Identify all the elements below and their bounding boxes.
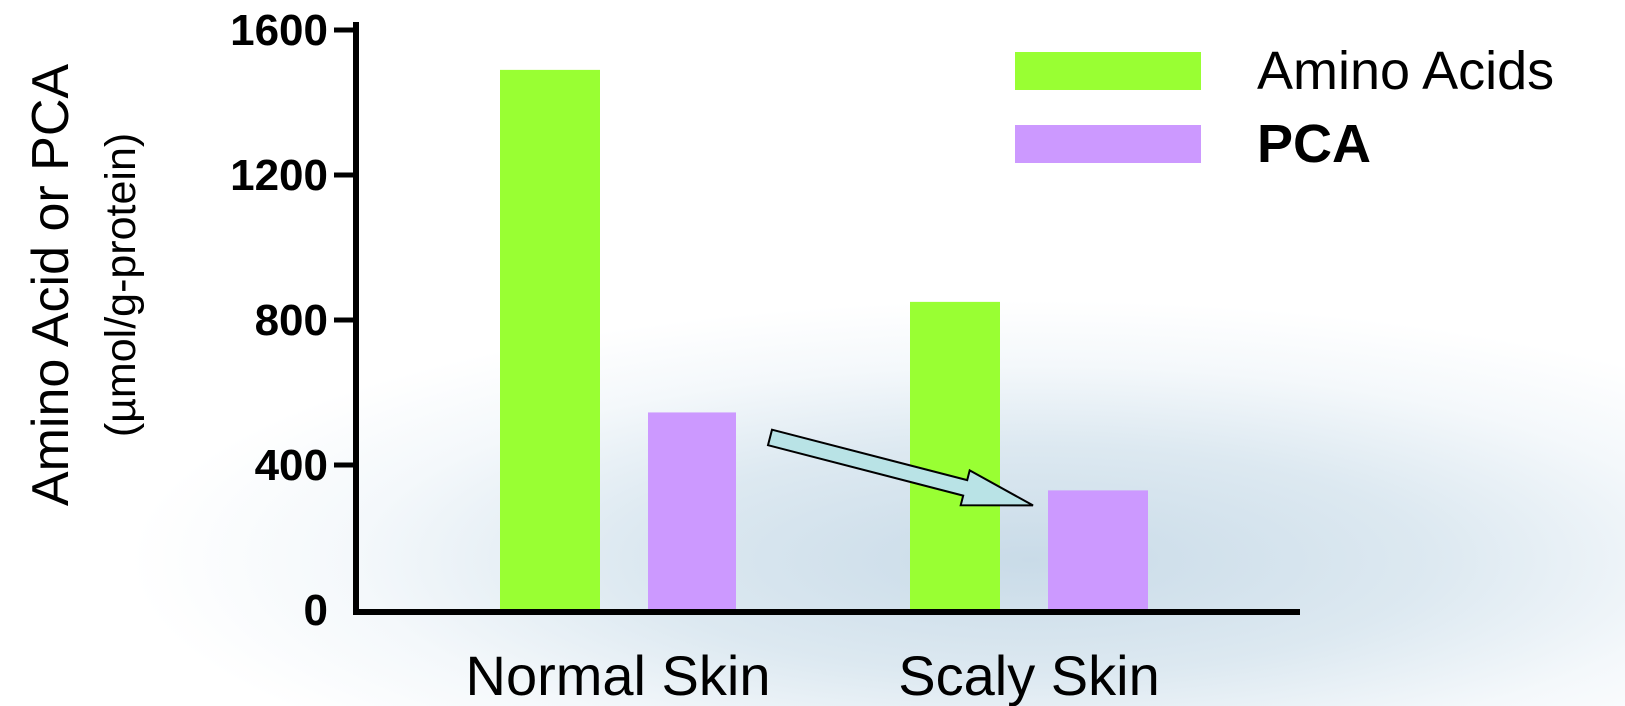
legend-label-pca: PCA — [1257, 114, 1371, 174]
legend-swatch-pca — [1015, 125, 1201, 163]
bars — [500, 69, 1148, 610]
y-axis-title-line-1: Amino Acid or PCA — [22, 64, 80, 506]
trend-arrow — [766, 428, 1034, 507]
y-tick-label: 400 — [255, 441, 328, 490]
legend: Amino Acids PCA — [1015, 41, 1554, 174]
y-tick-label: 0 — [304, 586, 328, 635]
y-tick-label: 1600 — [230, 6, 328, 55]
bar-scaly-skin-pca — [1048, 490, 1148, 610]
legend-label-amino-acids: Amino Acids — [1257, 41, 1554, 101]
trend-arrow-shape — [766, 428, 1034, 507]
y-axis-title-line-2: (µmol/g-protein) — [97, 133, 145, 437]
bar-normal-skin-pca — [648, 412, 736, 610]
bar-normal-skin-amino-acids — [500, 69, 600, 610]
y-axis-title: Amino Acid or PCA (µmol/g-protein) — [22, 64, 145, 506]
legend-swatch-amino-acids — [1015, 52, 1201, 90]
bar-scaly-skin-amino-acids — [910, 301, 1000, 610]
axes: 0 400 800 1200 1600 Normal Skin Scaly Skin — [230, 6, 1300, 706]
y-tick-label: 1200 — [230, 151, 328, 200]
x-tick-label: Normal Skin — [466, 644, 771, 706]
y-tick-label: 800 — [255, 296, 328, 345]
x-tick-label: Scaly Skin — [898, 644, 1159, 706]
